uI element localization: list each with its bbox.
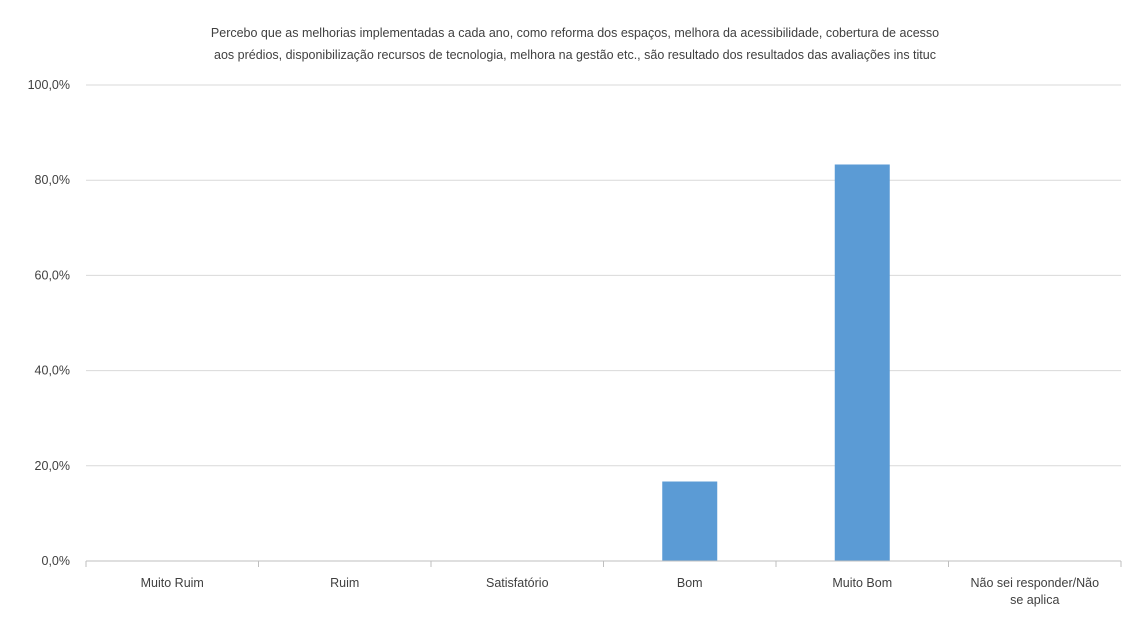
y-tick-label: 80,0%	[35, 173, 70, 187]
y-tick-label: 0,0%	[42, 554, 71, 568]
bars	[662, 164, 890, 561]
chart-title-line-2: aos prédios, disponibilização recursos d…	[214, 48, 936, 62]
gridlines	[86, 84, 1121, 467]
y-tick-label: 60,0%	[35, 268, 70, 282]
x-tick-label: se aplica	[1010, 593, 1059, 607]
y-tick-label: 40,0%	[35, 364, 70, 378]
y-tick-label: 20,0%	[35, 459, 70, 473]
x-tick-label: Muito Bom	[832, 576, 892, 590]
y-axis-tick-labels: 0,0% 20,0% 40,0% 60,0% 80,0% 100,0%	[28, 78, 70, 568]
bar	[834, 164, 890, 561]
x-tick-label: Bom	[677, 576, 703, 590]
bar	[662, 481, 718, 561]
chart-title-line-1: Percebo que as melhorias implementadas a…	[211, 26, 939, 40]
x-tick-label: Não sei responder/Não	[970, 576, 1099, 590]
y-tick-label: 100,0%	[28, 78, 70, 92]
x-tick-label: Satisfatório	[486, 576, 549, 590]
x-tick-label: Ruim	[330, 576, 359, 590]
x-axis	[85, 560, 1122, 567]
chart-title: Percebo que as melhorias implementadas a…	[211, 26, 939, 62]
x-tick-label: Muito Ruim	[141, 576, 204, 590]
x-axis-tick-labels: Muito Ruim Ruim Satisfatório Bom Muito Bom Nã…	[141, 576, 1099, 607]
